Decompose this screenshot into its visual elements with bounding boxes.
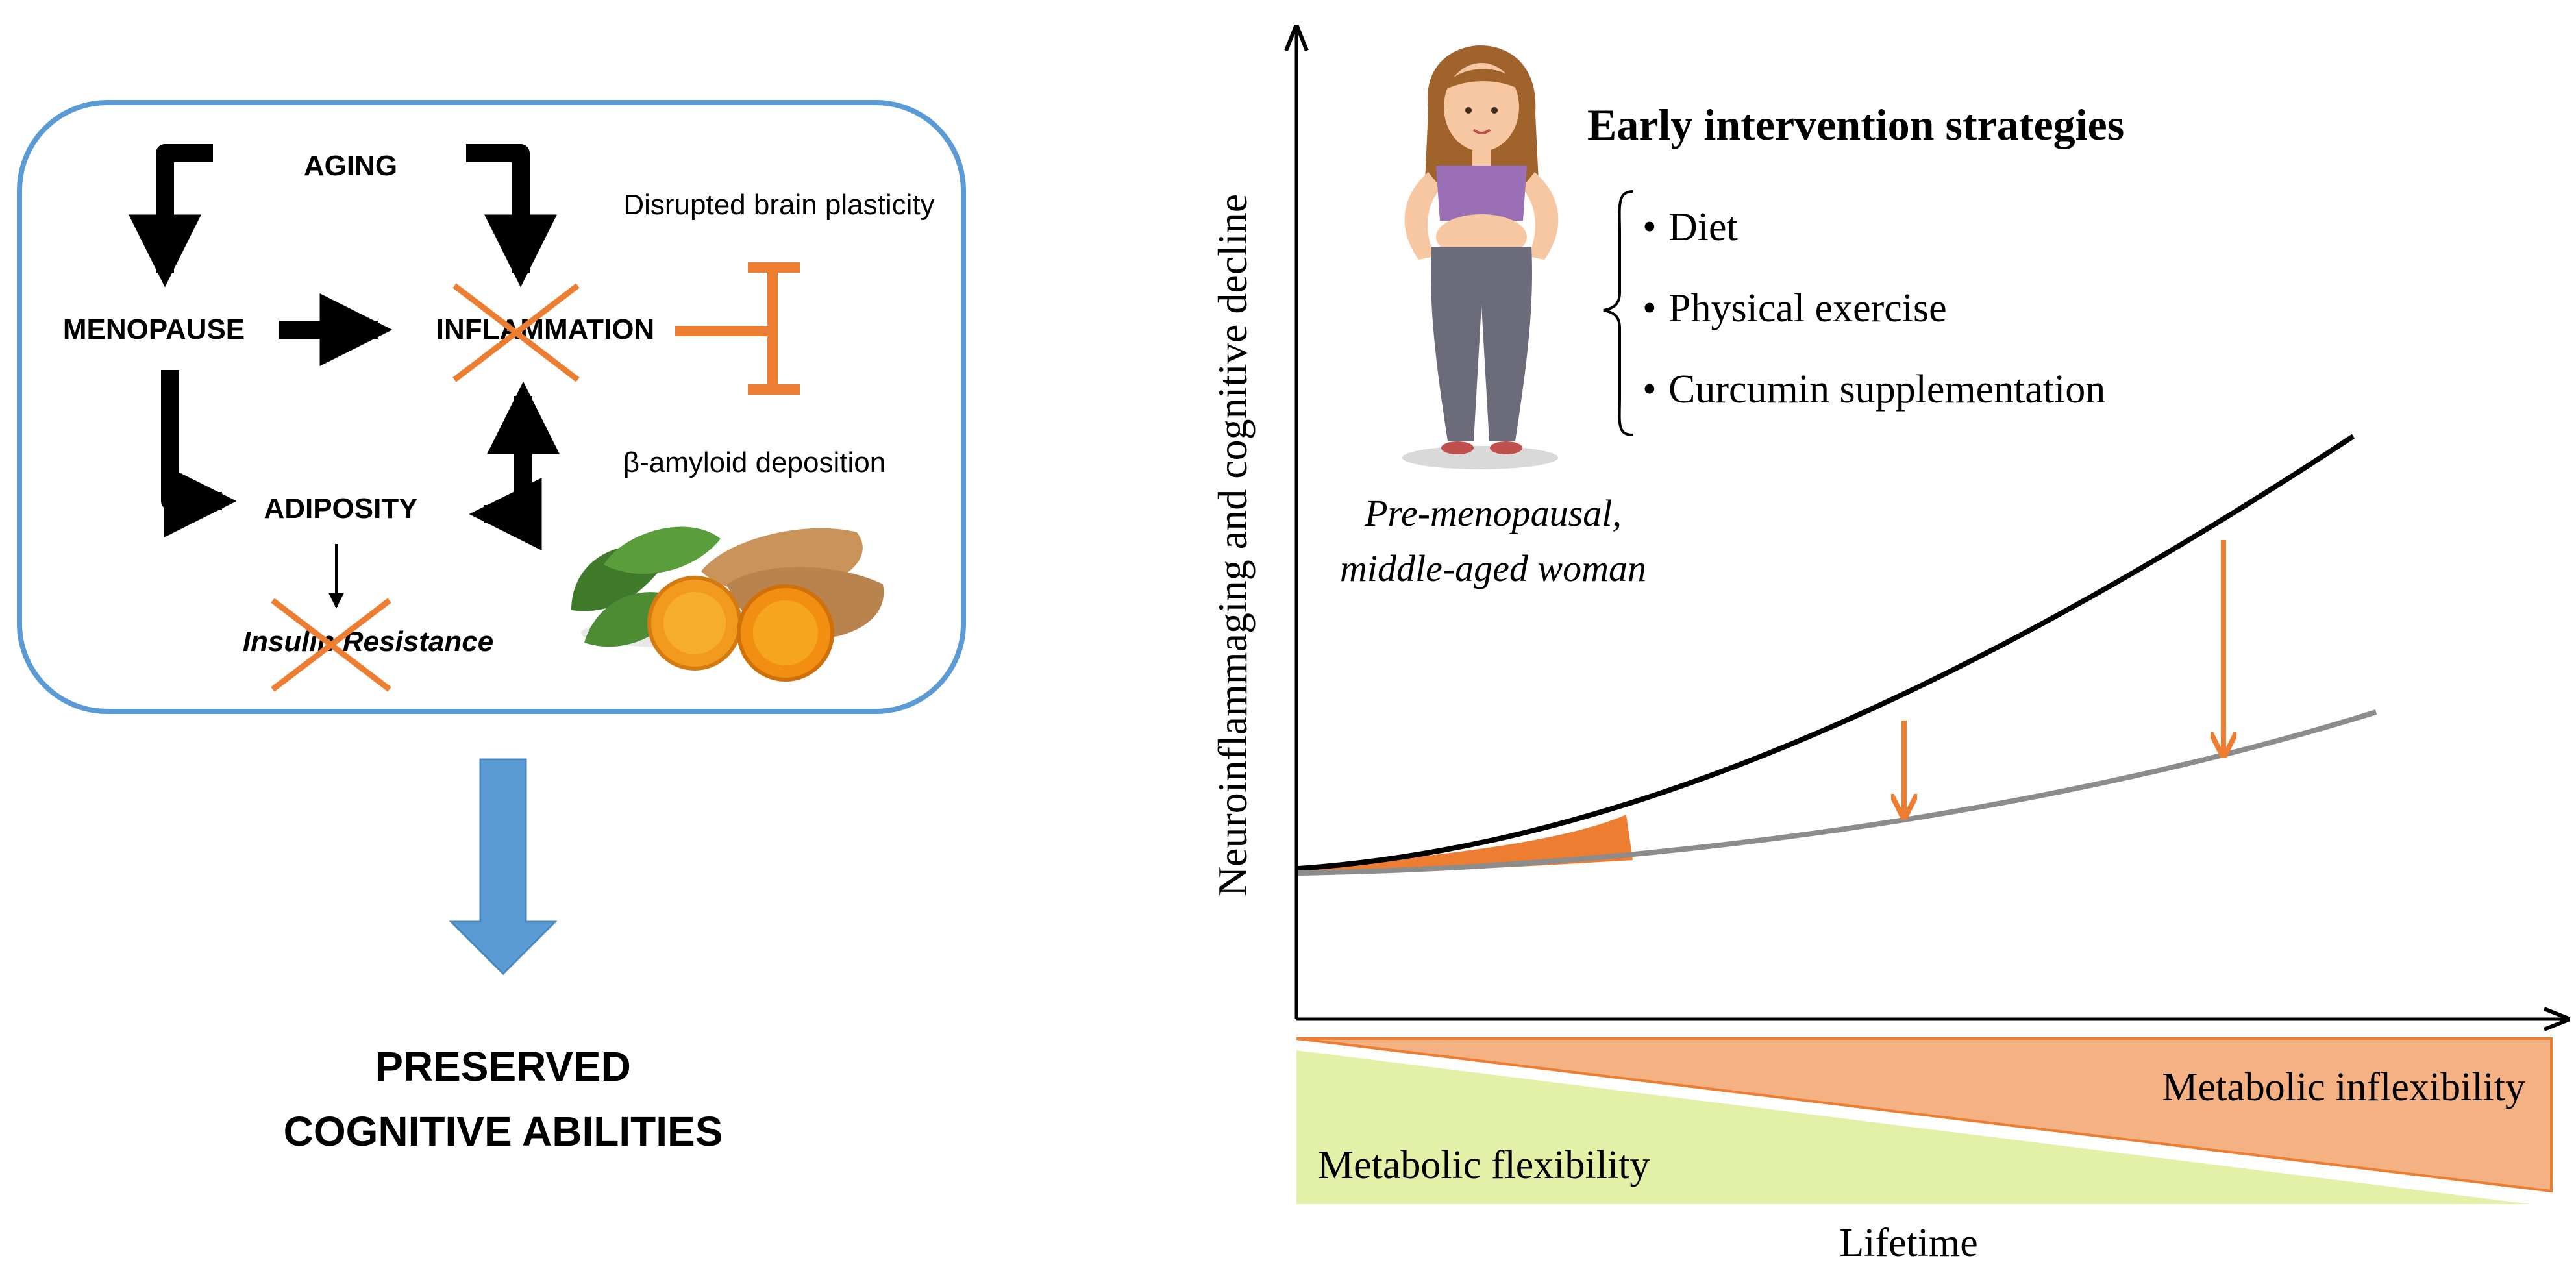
- inflammation-to-adiposity-arrow: [469, 454, 542, 550]
- aging-to-inflammation-arrow: [466, 144, 557, 288]
- strategy-bullet-2: •: [1642, 286, 1657, 330]
- woman-illustration: [1402, 45, 1559, 469]
- insulin-resistance-label: Insulin Resistance: [243, 626, 493, 658]
- metabolic-flexibility-label: Metabolic flexibility: [1318, 1143, 1650, 1187]
- metabolic-inflexibility-label: Metabolic inflexibility: [2162, 1065, 2525, 1109]
- decline-curve-untreated: [1298, 434, 2355, 871]
- menopause-label: MENOPAUSE: [63, 314, 245, 345]
- y-axis-label: Neuroinflammaging and cognitive decline: [1209, 194, 1256, 896]
- early-gap-wedge: [1298, 815, 1633, 873]
- woman-caption-line-1: Pre-menopausal,: [1364, 492, 1622, 534]
- aging-to-menopause-arrow: [129, 144, 213, 288]
- outcome-line-1: PRESERVED: [375, 1043, 631, 1090]
- metabolic-inflexibility-bar: [1296, 1037, 2553, 1193]
- right-panel: Neuroinflammaging and cognitive decline: [1209, 27, 2568, 1265]
- x-axis-label: Lifetime: [1839, 1221, 1977, 1265]
- left-panel: AGING MENOPAUSE INFLAMMATION ADIPOSITY I…: [17, 100, 966, 1155]
- woman-caption-line-2: middle-aged woman: [1340, 547, 1646, 589]
- metabolic-flexibility-bar: [1296, 1050, 2531, 1204]
- adiposity-label: ADIPOSITY: [264, 493, 417, 524]
- strategy-list: • Diet • Physical exercise • Curcumin su…: [1642, 205, 2105, 412]
- strategy-bullet-3: •: [1642, 367, 1657, 412]
- strategy-item-3: Curcumin supplementation: [1668, 367, 2105, 412]
- pathway-box: [17, 100, 966, 714]
- outcome-arrow: [449, 758, 558, 976]
- outcome-line-2: COGNITIVE ABILITIES: [284, 1108, 723, 1155]
- insulin-resistance-cross: [271, 598, 391, 692]
- disrupted-plasticity-label: Disrupted brain plasticity: [623, 189, 934, 221]
- inflammation-label: INFLAMMATION: [436, 314, 654, 345]
- strategies-brace: [1603, 190, 1633, 436]
- aging-label: AGING: [304, 150, 397, 182]
- menopause-to-adiposity-arrow: [161, 370, 237, 537]
- strategy-bullet-1: •: [1642, 205, 1657, 249]
- strategies-title: Early intervention strategies: [1587, 100, 2124, 149]
- strategy-item-1: Diet: [1668, 205, 1738, 249]
- turmeric-illustration: [571, 526, 884, 682]
- strategy-item-2: Physical exercise: [1668, 286, 1947, 330]
- inflammation-cross: [452, 283, 580, 382]
- inhibition-symbol: [675, 262, 800, 395]
- amyloid-label: β-amyloid deposition: [623, 447, 886, 478]
